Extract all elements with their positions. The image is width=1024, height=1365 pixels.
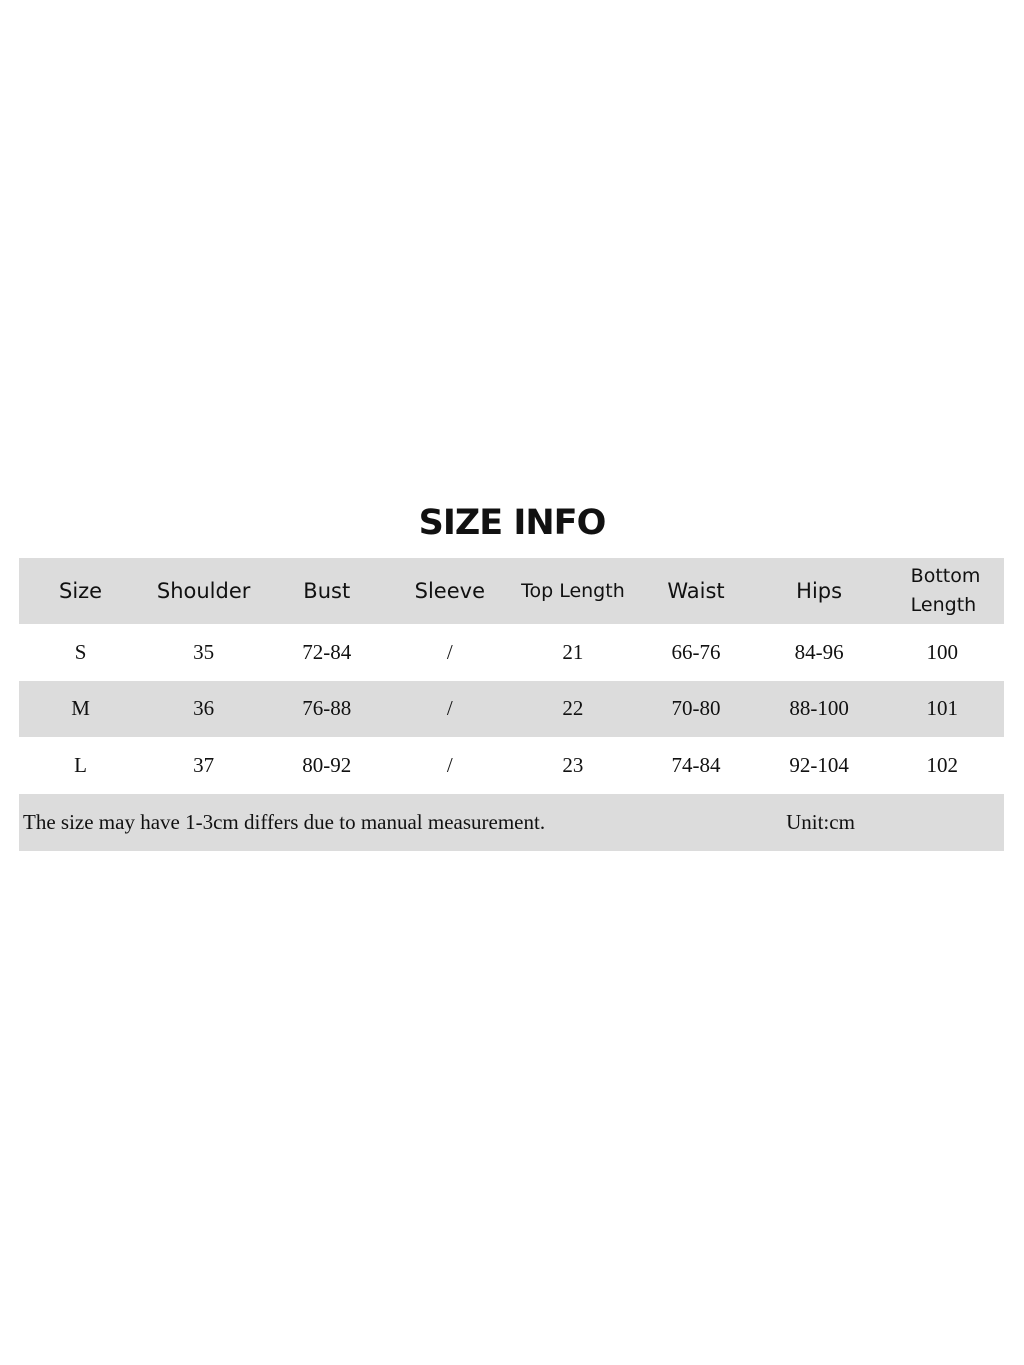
table-cell: S — [74, 639, 87, 664]
page-title: SIZE INFO — [418, 503, 607, 543]
table-cell: M — [71, 696, 90, 721]
column-header: Hips — [796, 578, 843, 603]
table-cell: 101 — [926, 696, 958, 721]
table-cell: 74-84 — [671, 752, 721, 777]
table-cell: 22 — [562, 696, 584, 721]
table-cell: 100 — [926, 639, 958, 664]
column-header: Sleeve — [414, 578, 485, 603]
table-cell: 80-92 — [302, 752, 352, 777]
table-row: M 36 76-88 / 22 70-80 88-100 101 — [19, 680, 1004, 737]
table-cell: 102 — [926, 752, 958, 777]
table-cell: 72-84 — [302, 639, 352, 664]
table-cell: 84-96 — [794, 639, 844, 664]
table-cell: 35 — [193, 639, 215, 664]
column-header: Waist — [667, 578, 725, 603]
unit-label: Unit:cm — [786, 809, 855, 834]
table-cell: / — [446, 752, 453, 777]
table-cell: 66-76 — [671, 639, 721, 664]
table-cell: 23 — [562, 752, 584, 777]
column-header: Bust — [303, 578, 351, 603]
column-header: Size — [58, 578, 103, 603]
table-header: Size Shoulder Bust Sleeve Top Length Waist Hip… — [19, 558, 1004, 624]
table-row: S 35 72-84 / 21 66-76 84-96 100 — [19, 624, 1004, 681]
table-cell: / — [446, 696, 453, 721]
table-row: L 37 80-92 / 23 74-84 92-104 102 — [19, 737, 1004, 794]
table-cell: 70-80 — [671, 696, 721, 721]
table-cell: / — [446, 639, 453, 664]
column-header: Top Length — [521, 579, 625, 602]
table-cell: L — [74, 752, 87, 777]
table-cell: 37 — [193, 752, 215, 777]
measurement-note: The size may have 1-3cm differs due to m… — [23, 809, 546, 834]
table-cell: 76-88 — [302, 696, 352, 721]
size-table: Size Shoulder Bust Sleeve Top Length Waist Hip… — [19, 558, 1004, 851]
column-header: Shoulder — [156, 578, 251, 603]
table-cell: 88-100 — [789, 696, 849, 721]
table-cell: 21 — [562, 639, 584, 664]
column-header: Bottom Length — [910, 565, 981, 616]
table-footer: The size may have 1-3cm differs due to m… — [19, 793, 1004, 851]
table-cell: 36 — [193, 696, 215, 721]
table-cell: 92-104 — [789, 752, 849, 777]
